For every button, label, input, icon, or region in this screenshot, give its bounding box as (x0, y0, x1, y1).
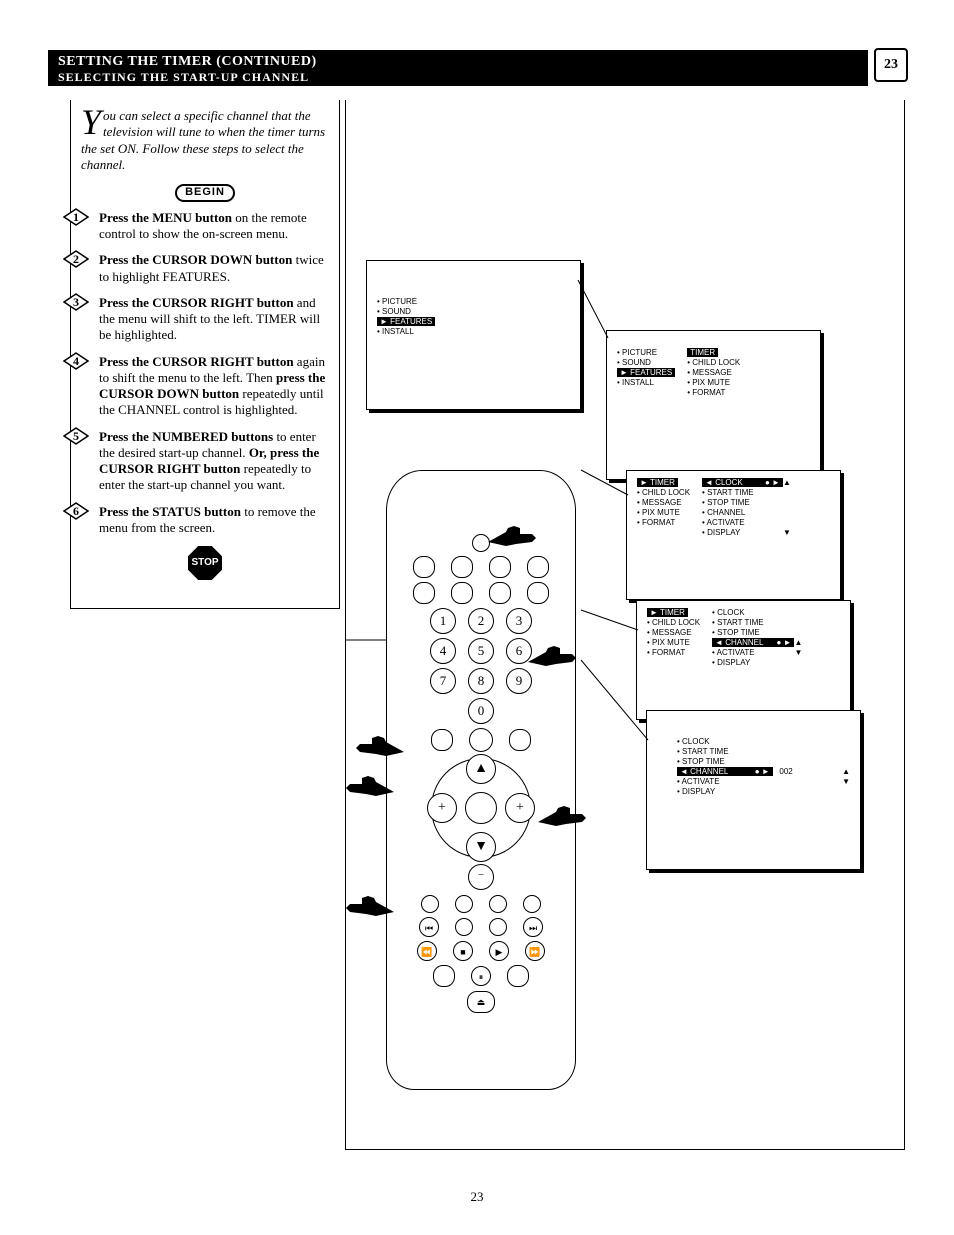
number-3-button[interactable]: 3 (506, 608, 532, 634)
prev-button[interactable]: ⏮ (419, 917, 439, 937)
number-5-button[interactable]: 5 (468, 638, 494, 664)
remote-row-b (406, 582, 556, 604)
play-button[interactable]: ▶ (489, 941, 509, 961)
pointing-hand-icon (346, 730, 406, 760)
remote-row-transport1: ⏮ ⏭ (406, 917, 556, 937)
vol-down[interactable]: − (468, 864, 494, 890)
remote-row-bottom: ⏸ (406, 965, 556, 987)
ffwd-button[interactable]: ⏩ (525, 941, 545, 961)
step-diamond: 6 (63, 502, 89, 520)
step-diamond: 5 (63, 427, 89, 445)
pointing-hand-icon (536, 800, 596, 830)
misc-button[interactable] (413, 582, 435, 604)
osd-screen-3: ► TIMERCHILD LOCKMESSAGEPIX MUTEFORMAT◄ … (626, 470, 841, 600)
remote-row-eject: ⏏ (406, 991, 556, 1013)
pause-button[interactable]: ⏸ (471, 966, 491, 986)
number-8-button[interactable]: 8 (468, 668, 494, 694)
page-footer: 23 (0, 1189, 954, 1205)
menu-button-center[interactable] (469, 728, 493, 752)
osd-screen-1: PICTURESOUND► FEATURESINSTALL (366, 260, 581, 410)
step: 5 Press the NUMBERED buttons to enter th… (81, 429, 329, 494)
svg-text:3: 3 (73, 295, 79, 309)
osd-screen-2: PICTURESOUND► FEATURESINSTALLTIMERCHILD … (606, 330, 821, 480)
step: 1 Press the MENU button on the remote co… (81, 210, 329, 243)
osd-screen-4: ► TIMERCHILD LOCKMESSAGEPIX MUTEFORMATCL… (636, 600, 851, 720)
eject-button[interactable]: ⏏ (467, 991, 495, 1013)
stop-marker: STOP (170, 546, 240, 580)
numpad-row: 789 (406, 668, 556, 694)
number-4-button[interactable]: 4 (430, 638, 456, 664)
small-button[interactable] (421, 895, 439, 913)
cursor-down[interactable]: ▼ (466, 832, 496, 862)
transport-button[interactable] (455, 918, 473, 936)
remote-control: 1234567890 ▲ ▼ + + − (386, 470, 576, 1090)
number-0-button[interactable]: 0 (468, 698, 494, 724)
rewind-button[interactable]: ⏪ (417, 941, 437, 961)
stop-label: STOP (188, 546, 222, 580)
svg-text:2: 2 (73, 252, 79, 266)
mode-button[interactable] (527, 556, 549, 578)
instructions-panel: Y ou can select a specific channel that … (70, 100, 340, 609)
page-header: SETTING THE TIMER (CONTINUED) SELECTING … (48, 50, 868, 86)
step-diamond: 4 (63, 352, 89, 370)
remote-row-menu (406, 728, 556, 752)
page: SETTING THE TIMER (CONTINUED) SELECTING … (0, 0, 954, 1235)
remote-row-c (406, 894, 556, 912)
intro-body: ou can select a specific channel that th… (81, 108, 325, 172)
number-1-button[interactable]: 1 (430, 608, 456, 634)
menu-button-right[interactable] (509, 729, 531, 751)
mode-button[interactable] (413, 556, 435, 578)
remote-row-a (406, 556, 556, 578)
page-number-box: 23 (874, 48, 908, 82)
pointing-hand-icon (336, 770, 396, 800)
intro-text: Y ou can select a specific channel that … (81, 108, 329, 173)
mode-button[interactable] (451, 556, 473, 578)
dropcap: Y (81, 108, 101, 136)
next-button[interactable]: ⏭ (523, 917, 543, 937)
illustration-panel: PICTURESOUND► FEATURESINSTALL PICTURESOU… (345, 100, 905, 1150)
small-button[interactable] (455, 895, 473, 913)
numpad-row: 0 (406, 698, 556, 724)
step: 6 Press the STATUS button to remove the … (81, 504, 329, 537)
cursor-pad: ▲ ▼ + + (431, 758, 531, 858)
header-line2: SELECTING THE START-UP CHANNEL (58, 70, 858, 85)
begin-marker: BEGIN (170, 183, 240, 202)
small-button[interactable] (489, 895, 507, 913)
transport-button[interactable] (489, 918, 507, 936)
svg-text:1: 1 (73, 210, 79, 224)
pointing-hand-icon (336, 890, 396, 920)
misc-button[interactable] (489, 582, 511, 604)
remote-buttons: 1234567890 ▲ ▼ + + − (406, 530, 556, 1017)
step-diamond: 1 (63, 208, 89, 226)
svg-text:5: 5 (73, 429, 79, 443)
step-diamond: 2 (63, 250, 89, 268)
osd-screen-5: CLOCKSTART TIMESTOP TIME◄ CHANNEL ● ► 00… (646, 710, 861, 870)
menu-button-left[interactable] (431, 729, 453, 751)
numpad-row: 123 (406, 608, 556, 634)
step: 3 Press the CURSOR RIGHT button and the … (81, 295, 329, 344)
pointing-hand-icon (526, 640, 586, 670)
mode-button[interactable] (489, 556, 511, 578)
small-button[interactable] (523, 895, 541, 913)
stop-button[interactable]: ■ (453, 941, 473, 961)
misc-button[interactable] (451, 582, 473, 604)
remote-row-transport2: ⏪ ■ ▶ ⏩ (406, 941, 556, 961)
svg-text:4: 4 (73, 354, 79, 368)
step-diamond: 3 (63, 293, 89, 311)
number-9-button[interactable]: 9 (506, 668, 532, 694)
step: 2 Press the CURSOR DOWN button twice to … (81, 252, 329, 285)
number-2-button[interactable]: 2 (468, 608, 494, 634)
misc-button[interactable] (527, 582, 549, 604)
step: 4 Press the CURSOR RIGHT button again to… (81, 354, 329, 419)
bottom-button[interactable] (433, 965, 455, 987)
header-line1: SETTING THE TIMER (CONTINUED) (58, 54, 858, 70)
svg-text:6: 6 (73, 504, 79, 518)
begin-label: BEGIN (175, 184, 235, 202)
pointing-hand-icon (486, 520, 546, 550)
number-7-button[interactable]: 7 (430, 668, 456, 694)
bottom-button[interactable] (507, 965, 529, 987)
cursor-right[interactable]: + (505, 793, 535, 823)
remote-row-vol: − (406, 864, 556, 890)
